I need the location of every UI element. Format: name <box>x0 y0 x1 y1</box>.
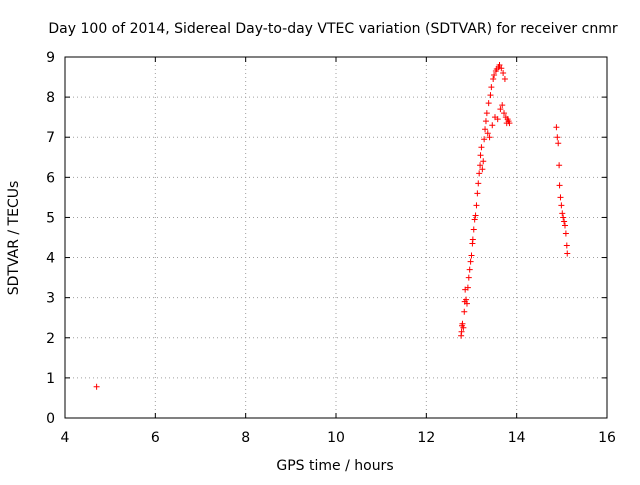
y-axis-label: SDTVAR / TECUs <box>6 181 22 296</box>
data-point <box>563 242 570 249</box>
chart-title: Day 100 of 2014, Sidereal Day-to-day VTE… <box>48 21 617 37</box>
data-point <box>562 230 569 237</box>
data-point <box>506 120 513 127</box>
data-point <box>489 122 496 129</box>
x-tick-label: 10 <box>327 430 345 446</box>
data-point <box>472 212 479 219</box>
data-point <box>497 106 504 113</box>
data-point <box>553 124 560 131</box>
x-tick-label: 12 <box>417 430 435 446</box>
data-point <box>477 162 484 169</box>
data-point <box>465 274 472 281</box>
data-point <box>469 236 476 243</box>
data-point <box>491 72 498 79</box>
data-point <box>93 383 100 390</box>
data-series <box>93 62 571 390</box>
data-point <box>558 202 565 209</box>
x-tick-label: 8 <box>241 430 250 446</box>
data-point <box>556 162 563 169</box>
data-point <box>464 284 471 291</box>
data-point <box>487 92 494 99</box>
data-point <box>482 126 489 133</box>
y-tick-label: 1 <box>46 371 55 387</box>
y-tick-label: 0 <box>46 411 55 427</box>
data-point <box>467 258 474 265</box>
data-point <box>498 65 505 72</box>
data-point <box>478 144 485 151</box>
data-point <box>470 226 477 233</box>
data-point <box>564 250 571 257</box>
data-point <box>477 152 484 159</box>
data-point <box>496 62 503 69</box>
y-tick-label: 3 <box>46 291 55 307</box>
data-point <box>561 222 568 229</box>
data-point <box>555 140 562 147</box>
y-tick-label: 7 <box>46 130 55 146</box>
data-point <box>499 102 506 109</box>
data-point <box>501 110 508 117</box>
data-point <box>488 84 495 91</box>
data-point <box>561 218 568 225</box>
data-point <box>463 300 470 307</box>
data-point <box>554 134 561 141</box>
plot-frame <box>64 56 608 419</box>
data-point <box>560 214 567 221</box>
data-point <box>500 70 507 77</box>
y-tick-label: 6 <box>46 170 55 186</box>
x-tick-label: 16 <box>598 430 616 446</box>
data-point <box>484 130 491 137</box>
y-tick-label: 5 <box>46 210 55 226</box>
x-axis-label: GPS time / hours <box>276 458 393 474</box>
data-point <box>490 76 497 83</box>
data-point <box>466 266 473 273</box>
data-point <box>458 328 465 335</box>
x-tick-label: 4 <box>61 430 70 446</box>
data-point <box>485 100 492 107</box>
data-point <box>559 210 566 217</box>
data-point <box>474 190 481 197</box>
data-point <box>476 170 483 177</box>
data-point <box>475 180 482 187</box>
data-point <box>557 194 564 201</box>
data-point <box>483 110 490 117</box>
x-tick-label: 14 <box>508 430 526 446</box>
y-tick-label: 9 <box>46 50 55 66</box>
data-point <box>459 320 466 327</box>
data-point <box>482 118 489 125</box>
data-point <box>473 202 480 209</box>
data-point <box>479 166 486 173</box>
x-tick-label: 6 <box>151 430 160 446</box>
data-point <box>486 134 493 141</box>
data-point <box>460 324 467 331</box>
data-point <box>463 296 470 303</box>
data-point <box>461 308 468 315</box>
y-tick-label: 8 <box>46 90 55 106</box>
data-point <box>481 136 488 143</box>
y-tick-label: 2 <box>46 331 55 347</box>
data-point <box>556 182 563 189</box>
y-tick-label: 4 <box>46 251 55 267</box>
data-point <box>480 158 487 165</box>
grid <box>65 57 607 418</box>
data-point <box>468 252 475 259</box>
data-point <box>471 216 478 223</box>
data-point <box>501 76 508 83</box>
data-point <box>494 116 501 123</box>
